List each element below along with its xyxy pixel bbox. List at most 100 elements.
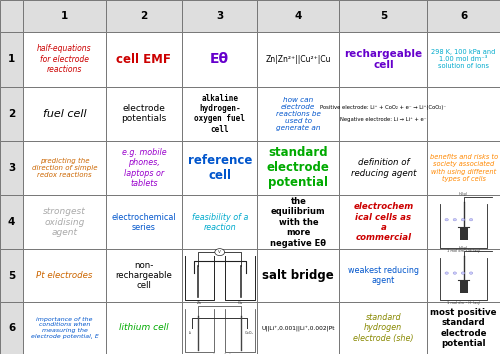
Text: 3: 3	[216, 11, 224, 21]
Bar	[24, 249, 105, 302]
Bar	[340, 86, 427, 141]
Text: benefits and risks to
society associated
with using different
types of cells: benefits and risks to society associated…	[430, 154, 498, 182]
Bar	[106, 141, 182, 195]
Text: half-equations
for electrode
reactions: half-equations for electrode reactions	[37, 45, 92, 74]
Text: 6: 6	[8, 323, 16, 333]
Text: electrochem
ical cells as
a
commercial: electrochem ical cells as a commercial	[353, 202, 414, 242]
Bar	[340, 302, 427, 354]
Bar	[182, 249, 257, 302]
Text: 1 mol dm⁻³ H⁺(aq): 1 mol dm⁻³ H⁺(aq)	[447, 301, 480, 305]
Bar	[24, 32, 105, 86]
Bar	[460, 280, 468, 293]
Text: cell EMF: cell EMF	[116, 53, 172, 66]
Circle shape	[453, 218, 456, 221]
Text: CoO₂: CoO₂	[244, 331, 254, 335]
Bar	[182, 86, 257, 141]
Circle shape	[445, 272, 448, 274]
Text: e.g. mobile
phones,
laptops or
tablets: e.g. mobile phones, laptops or tablets	[122, 148, 166, 188]
Bar	[0, 32, 24, 86]
Bar	[460, 227, 468, 240]
Text: the
equilibrium
with the
more
negative Eθ: the equilibrium with the more negative E…	[270, 197, 326, 247]
Bar	[106, 86, 182, 141]
Text: standard
hydrogen
electrode (she): standard hydrogen electrode (she)	[353, 313, 414, 343]
Bar	[340, 32, 427, 86]
Text: feasibility of a
reaction: feasibility of a reaction	[192, 212, 248, 232]
Bar	[106, 0, 182, 32]
Text: H₂(g): H₂(g)	[459, 246, 468, 250]
Text: Eθ: Eθ	[210, 52, 230, 67]
Text: 5: 5	[8, 270, 16, 280]
Bar	[24, 195, 105, 249]
Text: electrochemical
series: electrochemical series	[112, 212, 176, 232]
Text: alkaline
hydrogen-
oxygen fuel
cell: alkaline hydrogen- oxygen fuel cell	[194, 93, 245, 134]
Bar	[0, 249, 24, 302]
Text: predicting the
direction of simple
redox reactions: predicting the direction of simple redox…	[32, 158, 97, 178]
Text: H₂(g): H₂(g)	[459, 192, 468, 196]
Text: Zn|Zn²⁺||Cu²⁺|Cu: Zn|Zn²⁺||Cu²⁺|Cu	[266, 55, 331, 64]
Text: V: V	[218, 250, 221, 254]
Text: lithium cell: lithium cell	[119, 323, 168, 332]
Text: how can
electrode
reactions be
used to
generate an: how can electrode reactions be used to g…	[276, 97, 321, 131]
Text: rechargeable
cell: rechargeable cell	[344, 48, 422, 70]
Bar	[182, 302, 257, 354]
Text: fuel cell: fuel cell	[42, 109, 86, 119]
Text: 1: 1	[8, 55, 16, 64]
Text: 1: 1	[61, 11, 68, 21]
Bar	[0, 302, 24, 354]
Bar	[257, 195, 340, 249]
Text: 4: 4	[8, 217, 16, 227]
Bar	[24, 0, 105, 32]
Text: definition of
reducing agent: definition of reducing agent	[350, 158, 416, 178]
Bar	[182, 195, 257, 249]
Bar	[182, 32, 257, 86]
Bar	[257, 302, 340, 354]
Text: 298 K, 100 kPa and
1.00 mol dm⁻³
solution of ions: 298 K, 100 kPa and 1.00 mol dm⁻³ solutio…	[432, 50, 496, 69]
Circle shape	[453, 272, 456, 274]
Text: 2: 2	[140, 11, 147, 21]
Bar	[257, 141, 340, 195]
Text: Li: Li	[189, 331, 192, 335]
Text: most positive
standard
electrode
potential: most positive standard electrode potenti…	[430, 308, 497, 348]
Bar	[24, 86, 105, 141]
Text: 3: 3	[8, 163, 16, 173]
Circle shape	[461, 272, 464, 274]
Text: 1 mol dm⁻³ H⁺(aq): 1 mol dm⁻³ H⁺(aq)	[447, 249, 480, 253]
Bar	[427, 86, 500, 141]
Bar	[257, 249, 340, 302]
Text: reference
cell: reference cell	[188, 154, 252, 182]
Text: non-
rechargeable
cell: non- rechargeable cell	[116, 261, 172, 290]
Text: 4: 4	[294, 11, 302, 21]
Bar	[427, 195, 500, 249]
Bar	[106, 249, 182, 302]
Text: Zn: Zn	[197, 301, 202, 306]
Bar	[257, 0, 340, 32]
Bar	[427, 32, 500, 86]
Text: strongest
oxidising
agent: strongest oxidising agent	[43, 207, 86, 237]
Text: anode    cathode: anode cathode	[207, 353, 233, 354]
Bar	[427, 249, 500, 302]
Bar	[427, 141, 500, 195]
Bar	[427, 0, 500, 32]
Bar	[182, 141, 257, 195]
Circle shape	[445, 218, 448, 221]
Bar	[340, 141, 427, 195]
Text: 2: 2	[8, 109, 16, 119]
Text: salt bridge: salt bridge	[262, 269, 334, 282]
Bar	[0, 0, 24, 32]
Text: Cu: Cu	[238, 301, 242, 306]
Circle shape	[470, 218, 473, 221]
Bar	[24, 302, 105, 354]
Text: U||Li⁺,0.001||Li⁺,0.002|Pt: U||Li⁺,0.001||Li⁺,0.002|Pt	[262, 325, 335, 331]
Bar	[106, 302, 182, 354]
Bar	[182, 0, 257, 32]
Bar	[257, 86, 340, 141]
Bar	[340, 195, 427, 249]
Circle shape	[215, 249, 224, 256]
Text: electrode
potentials: electrode potentials	[122, 104, 166, 124]
Text: Positive electrode: Li⁺ + CoO₂ + e⁻ → Li⁺(CoO₂)⁻

Negative electrode: Li → Li⁺ +: Positive electrode: Li⁺ + CoO₂ + e⁻ → Li…	[320, 105, 446, 122]
Bar	[106, 32, 182, 86]
Text: importance of the
conditions when
measuring the
electrode potential, E: importance of the conditions when measur…	[30, 316, 98, 339]
Text: standard
electrode
potential: standard electrode potential	[267, 147, 330, 189]
Text: weakest reducing
agent: weakest reducing agent	[348, 266, 419, 285]
Text: Pt electrodes: Pt electrodes	[36, 271, 92, 280]
